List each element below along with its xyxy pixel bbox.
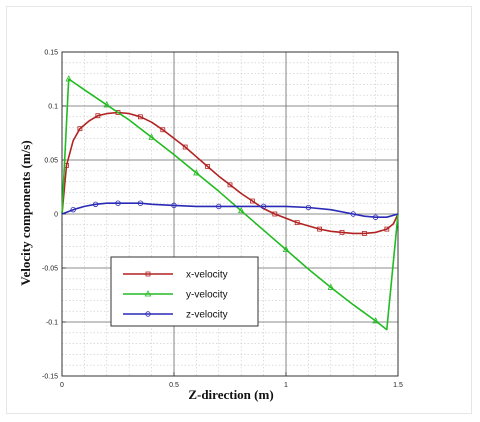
series-x-velocity [61, 110, 399, 236]
x-velocity-point [160, 127, 166, 133]
y-velocity-point [148, 133, 155, 140]
x-velocity-point [339, 229, 345, 235]
x-velocity-point [182, 144, 188, 150]
series-layer [61, 75, 399, 331]
x-tick-labels: 0 0.5 1 1.5 [60, 382, 403, 389]
legend-label-z-velocity: z-velocity [186, 310, 228, 321]
legend-marker-z-velocity [145, 311, 151, 317]
z-velocity-point [171, 202, 177, 209]
x-tick-label: 0.5 [169, 382, 179, 389]
grid-major [62, 52, 398, 376]
z-velocity-point [372, 214, 379, 220]
z-velocity-point [260, 203, 267, 210]
y-velocity-point [237, 206, 245, 214]
z-velocity-point [70, 206, 76, 213]
y-velocity-point [372, 317, 379, 324]
y-velocity-point [193, 169, 200, 176]
x-velocity-point [249, 198, 255, 204]
y-tick-labels: 0.15 0.1 0.05 0 -0.05 -0.1 -0.15 [42, 50, 58, 381]
legend-label-x-velocity: x-velocity [186, 270, 228, 281]
x-velocity-point [77, 126, 83, 132]
z-velocity-point [137, 200, 144, 206]
y-velocity-line [61, 78, 399, 331]
legend-marker-x-velocity [145, 271, 151, 277]
x-velocity-point [227, 182, 233, 188]
y-tick-label: -0.05 [42, 266, 58, 273]
figure-frame [6, 6, 472, 414]
x-velocity-point [384, 226, 390, 232]
x-tick-label: 1 [284, 382, 288, 389]
x-axis-label: Z-direction (m) [188, 387, 273, 402]
x-tick-label: 0 [60, 382, 64, 389]
y-tick-label: -0.15 [42, 374, 58, 381]
series-y-velocity [61, 75, 399, 331]
z-velocity-point [115, 200, 121, 206]
x-tick-label: 1.5 [393, 382, 403, 389]
x-velocity-point [361, 231, 367, 236]
x-velocity-point [137, 114, 143, 120]
z-velocity-point [350, 211, 356, 217]
z-velocity-point [216, 203, 222, 210]
y-velocity-point [327, 283, 335, 290]
series-z-velocity [61, 200, 399, 220]
x-velocity-point [317, 226, 323, 232]
x-velocity-point [294, 220, 300, 226]
z-velocity-point [92, 201, 99, 207]
y-velocity-point [282, 245, 290, 253]
y-velocity-point [65, 75, 72, 82]
y-tick-label: 0 [54, 212, 58, 219]
y-tick-label: 0.15 [44, 50, 58, 57]
x-velocity-point [115, 110, 121, 115]
z-velocity-point [305, 204, 312, 211]
legend-box [110, 256, 259, 327]
legend-marker-y-velocity [144, 290, 152, 297]
x-velocity-point [205, 164, 211, 169]
legend-label-y-velocity: y-velocity [186, 290, 228, 301]
y-tick-label: 0.1 [48, 104, 58, 111]
legend: x-velocity y-velocity z-velocity [110, 256, 259, 327]
x-velocity-point [95, 113, 101, 119]
y-tick-label: 0.05 [44, 158, 58, 165]
y-velocity-point [103, 101, 111, 108]
y-tick-label: -0.1 [46, 320, 58, 327]
x-velocity-line [61, 111, 399, 235]
y-axis-label: Velocity components (m/s) [18, 140, 33, 285]
x-velocity-point [272, 211, 278, 217]
z-velocity-line [61, 202, 399, 218]
